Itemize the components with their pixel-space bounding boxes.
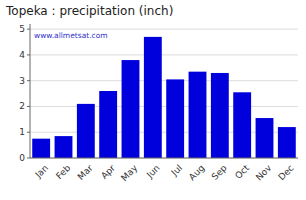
- bar: [77, 104, 95, 158]
- x-tick-label: Jul: [169, 163, 184, 178]
- y-tick-label: 3: [19, 76, 25, 86]
- chart-svg: 0 1 2 3 4 5 JanFebMarAprMayJun JulAugSepOctNovD…: [0, 0, 306, 200]
- bar: [278, 127, 296, 158]
- x-tick-label: May: [119, 162, 140, 183]
- x-tick-label: Oct: [233, 163, 251, 181]
- x-tick-label: Jun: [144, 163, 162, 181]
- y-axis-line: [30, 24, 31, 158]
- bar: [99, 91, 117, 158]
- x-tick-label: Apr: [99, 163, 117, 181]
- x-tick-label: Dec: [276, 163, 295, 182]
- bars: [32, 37, 296, 158]
- bar: [211, 73, 229, 158]
- bar: [55, 136, 73, 158]
- y-tick-label: 1: [19, 127, 25, 137]
- y-tick-label: 2: [19, 101, 25, 111]
- x-tick-label: Mar: [76, 163, 95, 182]
- bar: [256, 118, 274, 158]
- grid-line: [30, 80, 298, 81]
- x-axis-line: [30, 158, 298, 159]
- bar: [233, 92, 251, 158]
- y-tick-label: 5: [19, 24, 25, 34]
- x-tick-label: Nov: [254, 162, 274, 182]
- bar: [166, 79, 184, 158]
- bar: [189, 72, 207, 158]
- chart-container: 0 1 2 3 4 5 JanFebMarAprMayJun JulAugSepOctNovD…: [0, 0, 306, 200]
- bar: [32, 139, 50, 158]
- grid-line: [30, 29, 298, 30]
- x-tick-label: Sep: [210, 163, 229, 182]
- grid-line: [30, 54, 298, 55]
- grid-line: [30, 106, 298, 107]
- grid-line: [30, 158, 298, 159]
- bar: [144, 37, 162, 158]
- y-tick-label: 4: [19, 50, 25, 60]
- annotation: www.allmetsat.com: [34, 31, 108, 40]
- x-tick-label: Aug: [187, 163, 207, 183]
- bar: [122, 60, 140, 158]
- title: Topeka : precipitation (inch): [5, 4, 173, 18]
- x-tick-label: Jan: [33, 163, 51, 181]
- grid: [27, 29, 298, 158]
- x-tick-label: Feb: [54, 163, 73, 182]
- y-tick-label: 0: [19, 153, 25, 163]
